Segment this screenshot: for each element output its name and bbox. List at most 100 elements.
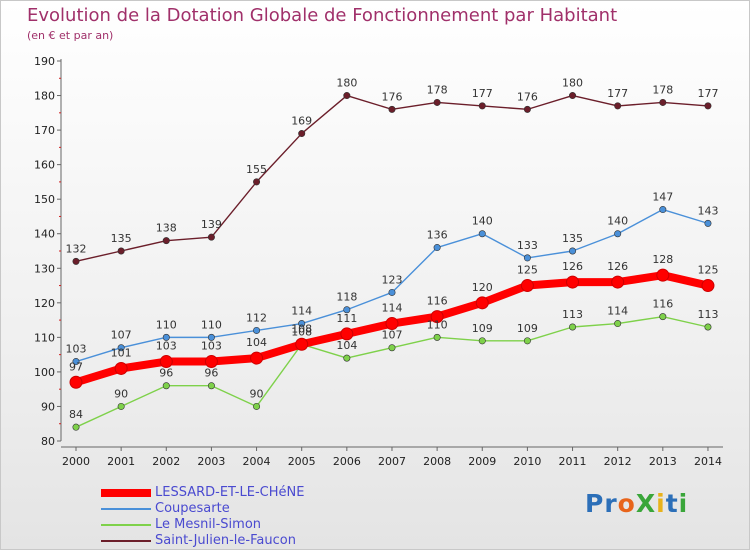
data-label: 140	[472, 215, 493, 228]
y-tick-label: 160	[34, 159, 55, 172]
data-point	[385, 317, 399, 331]
data-label: 138	[156, 222, 177, 235]
x-tick-label: 2001	[107, 455, 135, 468]
legend-swatch	[101, 489, 151, 497]
data-point	[569, 247, 577, 255]
data-label: 103	[66, 343, 87, 356]
data-point	[253, 178, 261, 186]
legend-item: LESSARD-ET-LE-CHéNE	[101, 485, 461, 501]
legend-swatch	[101, 524, 151, 526]
data-point	[388, 288, 396, 296]
data-point	[704, 323, 712, 331]
data-point	[159, 355, 173, 369]
data-label: 114	[291, 305, 312, 318]
data-point	[250, 351, 264, 365]
data-label: 103	[156, 340, 177, 353]
data-label: 108	[291, 322, 312, 335]
x-tick-label: 2002	[152, 455, 180, 468]
chart-axes: 80 90 100 110 120 130 140 150 160 170 180 190 2000 20…	[34, 55, 723, 468]
legend-label: Saint-Julien-le-Faucon	[155, 533, 296, 548]
data-point	[298, 320, 306, 328]
x-tick-label: 2013	[649, 455, 677, 468]
y-tick-label: 170	[34, 124, 55, 137]
data-point	[614, 320, 622, 328]
data-point	[388, 105, 396, 113]
data-label: 97	[69, 360, 83, 373]
data-label: 113	[562, 308, 583, 321]
y-tick-label: 130	[34, 262, 55, 275]
legend-item: Coupesarte	[101, 501, 461, 517]
data-label: 135	[111, 232, 132, 245]
data-point	[569, 323, 577, 331]
data-label: 176	[517, 90, 538, 103]
data-label: 155	[246, 163, 267, 176]
y-tick-label: 90	[41, 400, 55, 413]
x-tick-label: 2000	[62, 455, 90, 468]
data-label: 140	[607, 215, 628, 228]
data-label: 96	[204, 367, 218, 380]
legend-item: Le Mesnil-Simon	[101, 517, 461, 533]
data-label: 90	[114, 387, 128, 400]
proxiti-logo: ProXiti	[585, 489, 689, 518]
data-label: 110	[201, 318, 222, 331]
data-point	[162, 237, 170, 245]
data-label: 114	[607, 305, 628, 318]
data-point	[204, 355, 218, 369]
data-point	[72, 257, 80, 265]
data-point	[611, 275, 625, 289]
data-point	[614, 102, 622, 110]
data-label: 96	[159, 367, 173, 380]
data-point	[117, 402, 125, 410]
data-label: 139	[201, 218, 222, 231]
data-label: 143	[697, 204, 718, 217]
data-label: 107	[111, 329, 132, 342]
data-point	[701, 279, 715, 293]
data-label: 112	[246, 311, 267, 324]
y-tick-label: 120	[34, 297, 55, 310]
data-point	[478, 230, 486, 238]
x-tick-label: 2014	[694, 455, 722, 468]
data-label: 109	[472, 322, 493, 335]
data-point	[433, 98, 441, 106]
data-label: 178	[427, 83, 448, 96]
data-point	[253, 326, 261, 334]
data-point	[478, 102, 486, 110]
data-label: 110	[156, 318, 177, 331]
x-tick-label: 2005	[288, 455, 316, 468]
data-point	[566, 275, 580, 289]
data-label: 84	[69, 408, 83, 421]
y-tick-label: 110	[34, 331, 55, 344]
data-label: 116	[652, 298, 673, 311]
chart-title: Evolution de la Dotation Globale de Fonc…	[27, 5, 618, 26]
x-tick-label: 2011	[559, 455, 587, 468]
data-point	[340, 327, 354, 341]
x-tick-label: 2008	[423, 455, 451, 468]
data-point	[295, 337, 309, 351]
data-label: 107	[381, 329, 402, 342]
data-label: 123	[381, 273, 402, 286]
y-tick-label: 80	[41, 435, 55, 448]
data-label: 135	[562, 232, 583, 245]
data-label: 101	[111, 346, 132, 359]
data-label: 114	[381, 302, 402, 315]
legend: LESSARD-ET-LE-CHéNE Coupesarte Le Mesnil-S…	[101, 485, 461, 549]
x-tick-label: 2004	[243, 455, 271, 468]
data-point	[704, 102, 712, 110]
data-label: 126	[607, 260, 628, 273]
data-label: 104	[246, 336, 267, 349]
data-point	[207, 333, 215, 341]
x-tick-label: 2009	[468, 455, 496, 468]
y-tick-label: 180	[34, 90, 55, 103]
data-point	[72, 423, 80, 431]
x-tick-label: 2007	[378, 455, 406, 468]
data-point	[114, 361, 128, 375]
data-label: 109	[517, 322, 538, 335]
data-label: 180	[562, 77, 583, 90]
data-point	[430, 310, 444, 324]
data-point	[207, 233, 215, 241]
data-point	[659, 206, 667, 214]
data-point	[475, 296, 489, 310]
data-point	[117, 344, 125, 352]
